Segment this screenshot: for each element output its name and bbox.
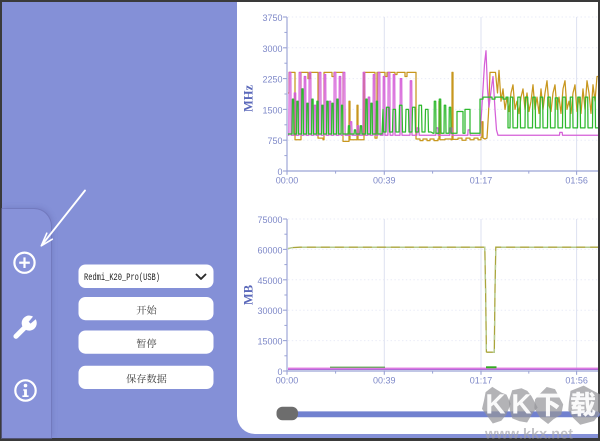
svg-text:00:39: 00:39 [373, 376, 396, 386]
svg-text:00:00: 00:00 [276, 176, 299, 186]
svg-text:3750: 3750 [262, 13, 282, 23]
svg-text:2250: 2250 [262, 75, 282, 85]
svg-text:60000: 60000 [257, 245, 282, 255]
svg-text:MB: MB [242, 285, 256, 305]
svg-text:15000: 15000 [257, 337, 282, 347]
svg-text:75000: 75000 [257, 215, 282, 225]
svg-text:01:17: 01:17 [470, 176, 493, 186]
svg-text:01:56: 01:56 [565, 376, 588, 386]
svg-text:00:39: 00:39 [373, 176, 396, 186]
svg-text:45000: 45000 [257, 276, 282, 286]
svg-text:Redmi_K20_Pro(USB): Redmi_K20_Pro(USB) [84, 272, 160, 284]
svg-text:MHz: MHz [242, 85, 256, 113]
svg-text:750: 750 [267, 136, 282, 146]
svg-text:0: 0 [277, 167, 282, 177]
svg-text:01:17: 01:17 [470, 376, 493, 386]
svg-text:1500: 1500 [262, 105, 282, 115]
svg-text:01:56: 01:56 [565, 176, 588, 186]
svg-text:00:00: 00:00 [276, 376, 299, 386]
svg-text:0: 0 [277, 367, 282, 377]
svg-text:30000: 30000 [257, 306, 282, 316]
svg-text:3000: 3000 [262, 44, 282, 54]
